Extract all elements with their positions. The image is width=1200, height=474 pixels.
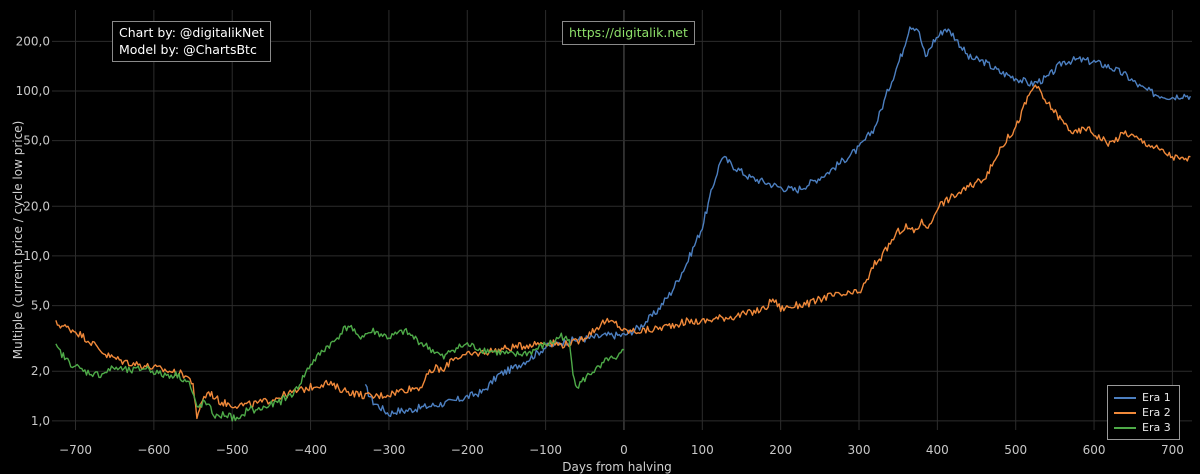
legend-label: Era 3 (1142, 421, 1171, 434)
legend-label: Era 1 (1142, 391, 1171, 404)
x-axis-ticks: −700 −600 −500 −400 −300 −200 −100 0 100 200 300 40… (59, 443, 1184, 457)
x-tick-label: −400 (294, 443, 327, 457)
x-tick-label: 300 (848, 443, 871, 457)
y-tick-label: 2,0 (31, 364, 50, 378)
x-tick-label: −700 (59, 443, 92, 457)
x-tick-label: 500 (1004, 443, 1027, 457)
x-tick-label: −300 (372, 443, 405, 457)
x-tick-label: −200 (451, 443, 484, 457)
series-line-era-1 (364, 26, 1192, 417)
y-tick-label: 50,0 (23, 134, 50, 148)
y-tick-label: 200,0 (16, 34, 50, 48)
x-tick-label: −500 (216, 443, 249, 457)
series-line-era-2 (55, 84, 1191, 420)
x-tick-label: 100 (691, 443, 714, 457)
x-tick-label: −600 (137, 443, 170, 457)
series-layer (55, 26, 1192, 422)
legend-label: Era 2 (1142, 406, 1171, 419)
y-tick-label: 20,0 (23, 199, 50, 213)
y-tick-label: 100,0 (16, 84, 50, 98)
x-tick-label: −100 (529, 443, 562, 457)
model-credit: Model by: @ChartsBtc (119, 42, 257, 57)
x-tick-label: 700 (1161, 443, 1184, 457)
y-tick-label: 10,0 (23, 249, 50, 263)
x-axis-title: Days from halving (562, 460, 671, 474)
grid (52, 10, 1192, 430)
legend-item[interactable]: Era 2 (1114, 405, 1171, 420)
website-link[interactable]: https://digitalik.net (562, 21, 695, 45)
legend-swatch (1114, 396, 1136, 399)
y-tick-label: 5,0 (31, 299, 50, 313)
series-line-era-3 (55, 324, 625, 422)
y-axis-ticks: 1,0 2,0 5,0 10,0 20,0 50,0 100,0 200,0 (16, 34, 50, 427)
x-tick-label: 200 (769, 443, 792, 457)
legend-swatch (1114, 426, 1136, 429)
y-tick-label: 1,0 (31, 414, 50, 428)
x-tick-label: 400 (926, 443, 949, 457)
legend-item[interactable]: Era 3 (1114, 420, 1171, 435)
x-tick-label: 0 (620, 443, 628, 457)
y-axis-title: Multiple (current price / cycle low pric… (11, 121, 25, 359)
legend: Era 1 Era 2 Era 3 (1107, 385, 1180, 440)
legend-item[interactable]: Era 1 (1114, 390, 1171, 405)
x-tick-label: 600 (1083, 443, 1106, 457)
credit-box: Chart by: @digitalikNet Model by: @Chart… (112, 21, 271, 62)
chart-credit: Chart by: @digitalikNet (119, 25, 264, 40)
legend-swatch (1114, 411, 1136, 414)
